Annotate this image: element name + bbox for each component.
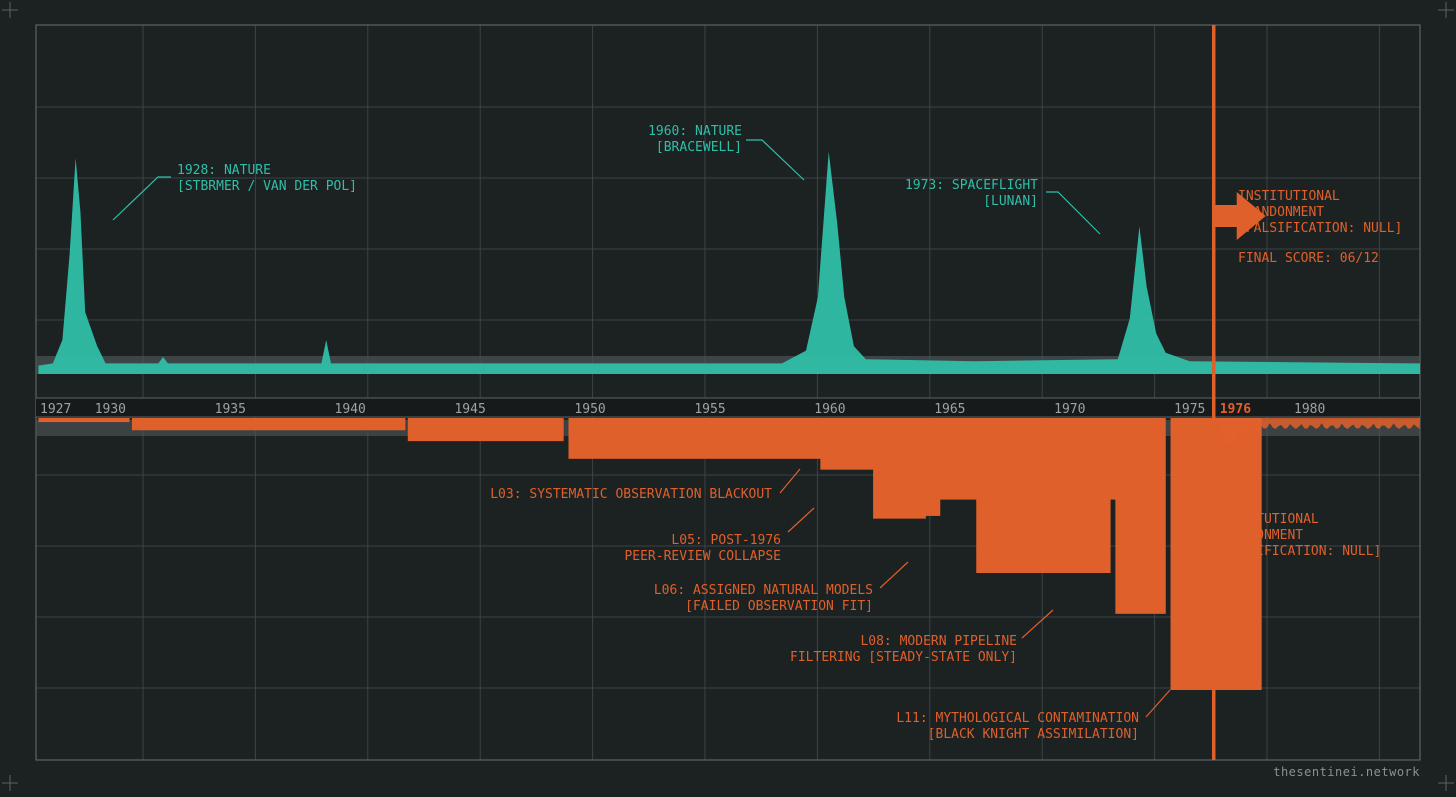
tick-label-1935: 1935	[215, 402, 246, 417]
annotation-l08-line-2: FILTERING [STEADY-STATE ONLY]	[790, 650, 1017, 665]
leader-1960	[746, 140, 804, 180]
decline-block-1	[38, 418, 129, 422]
annotation-l06-line-1: L06: ASSIGNED NATURAL MODELS	[654, 583, 873, 598]
corner-mark-2	[1438, 2, 1454, 18]
tick-label-1940: 1940	[335, 402, 366, 417]
annotation-l11-line-1: L11: MYTHOLOGICAL CONTAMINATION	[896, 711, 1139, 726]
annotation-1960-line-2: [BRACEWELL]	[656, 140, 742, 155]
leader-l11	[1146, 690, 1170, 717]
decline-block-8	[923, 418, 940, 516]
watermark: thesentinei.network	[1273, 765, 1420, 779]
decline-block-10	[1115, 418, 1165, 614]
tick-label-1965: 1965	[934, 402, 965, 417]
decline-block-3	[408, 418, 564, 441]
annotation-institutional-abandonment-line-2: ABANDONMENT	[1217, 528, 1303, 543]
leader-1928	[113, 177, 171, 220]
leader-l03	[780, 469, 800, 493]
annotation-1960-line-1: 1960: NATURE	[648, 124, 742, 139]
decline-block-2	[132, 418, 405, 430]
corner-mark-4	[1438, 775, 1454, 791]
final-score: FINAL SCORE: 06/12	[1238, 251, 1379, 266]
decline-block-7	[873, 418, 926, 519]
tick-label-1975: 1975	[1174, 402, 1205, 417]
annotation-l06-line-2: [FAILED OBSERVATION FIT]	[685, 599, 873, 614]
annotation-1973-line-1: 1973: SPACEFLIGHT	[905, 178, 1038, 193]
leader-1973	[1046, 192, 1100, 234]
arrow-annotation-line-3: [FALSIFICATION: NULL]	[1238, 221, 1402, 236]
tick-label-1930: 1930	[95, 402, 126, 417]
annotation-l03-line-1: L03: SYSTEMATIC OBSERVATION BLACKOUT	[490, 487, 772, 502]
tick-label-highlight: 1976	[1220, 402, 1251, 417]
annotation-l11-line-2: [BLACK KNIGHT ASSIMILATION]	[928, 727, 1139, 742]
tick-label-1960: 1960	[814, 402, 845, 417]
annotation-institutional-abandonment-line-1: INSTITUTIONAL	[1217, 512, 1319, 527]
tick-label-1945: 1945	[454, 402, 485, 417]
corner-mark-1	[2, 2, 18, 18]
annotation-1973-line-2: [LUNAN]	[983, 194, 1038, 209]
leader-l08	[1022, 610, 1053, 638]
tick-label-1955: 1955	[694, 402, 725, 417]
tick-label-1927: 1927	[40, 402, 71, 417]
arrow-annotation-line-1: INSTITUTIONAL	[1238, 189, 1340, 204]
leader-l06	[880, 562, 908, 588]
annotation-l08-line-1: L08: MODERN PIPELINE	[860, 634, 1017, 649]
decline-block-9	[976, 418, 1110, 573]
annotation-l05-line-1: L05: POST-1976	[671, 533, 781, 548]
arrow-annotation-line-2: ABANDONMENT	[1238, 205, 1324, 220]
annotation-institutional-abandonment-line-3: [FALSIFICATION: NULL]	[1217, 544, 1381, 559]
annotation-1928-line-1: 1928: NATURE	[177, 163, 271, 178]
corner-mark-3	[2, 775, 18, 791]
annotation-1928-line-2: [STBRMER / VAN DER POL]	[177, 179, 357, 194]
decline-block-4	[568, 418, 839, 459]
tick-label-1970: 1970	[1054, 402, 1085, 417]
leader-l05	[788, 508, 814, 532]
tick-label-1980: 1980	[1294, 402, 1325, 417]
tick-label-1950: 1950	[574, 402, 605, 417]
annotation-l05-line-2: PEER-REVIEW COLLAPSE	[624, 549, 781, 564]
